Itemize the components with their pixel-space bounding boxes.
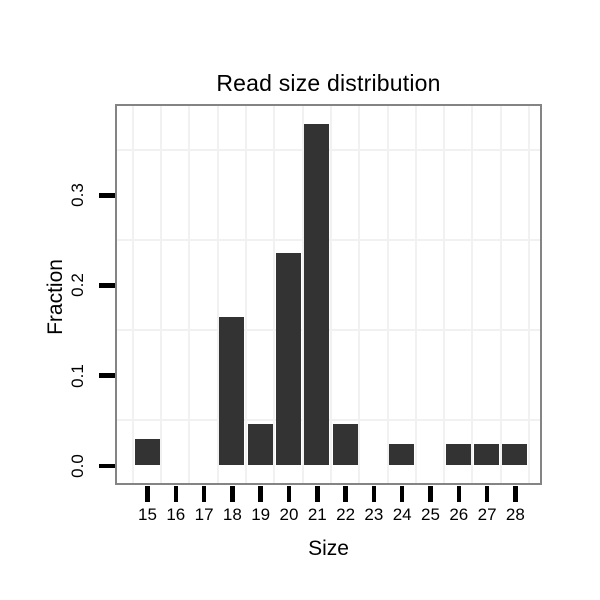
y-tick-label: 0.3: [68, 183, 87, 208]
x-tick-label: 24: [392, 505, 412, 524]
x-tick-label: 15: [138, 505, 157, 524]
y-axis-tick: [98, 193, 115, 198]
y-tick-label: 0.2: [68, 273, 87, 298]
vertical-gridline: [329, 105, 332, 483]
x-axis-tick: [315, 485, 320, 502]
x-tick-label: 21: [307, 505, 327, 524]
vertical-gridline: [528, 105, 531, 483]
vertical-gridline: [443, 105, 446, 483]
vertical-gridline: [131, 105, 134, 483]
vertical-gridline: [471, 105, 474, 483]
x-tick-label: 27: [477, 505, 497, 524]
bar-size-21: [304, 124, 330, 466]
x-axis-tick: [258, 485, 263, 502]
x-axis-tick: [145, 485, 150, 502]
x-tick-label: 22: [336, 505, 356, 524]
y-axis-tick: [98, 373, 115, 378]
vertical-gridline: [160, 105, 163, 483]
vertical-gridline: [414, 105, 417, 483]
y-tick-label: 0.1: [68, 363, 87, 388]
bar-size-18: [219, 316, 245, 466]
x-axis-tick: [513, 485, 518, 502]
bar-size-20: [276, 252, 301, 466]
vertical-gridline: [358, 105, 361, 483]
x-axis-tick: [230, 485, 235, 502]
x-axis-tick: [484, 485, 490, 502]
vertical-gridline: [245, 105, 248, 483]
bar-size-28: [502, 443, 528, 466]
plot-panel: [114, 103, 542, 485]
x-axis-label: Size: [308, 537, 349, 560]
vertical-gridline: [216, 105, 219, 483]
vertical-gridline: [386, 105, 389, 483]
y-axis-tick: [98, 463, 115, 469]
x-axis-tick: [399, 485, 405, 502]
x-tick-label: 16: [166, 505, 186, 524]
x-tick-label: 18: [222, 505, 242, 524]
y-axis-label: Fraction: [44, 259, 67, 335]
x-axis-tick: [343, 485, 348, 502]
x-axis-tick: [286, 485, 292, 502]
x-axis-tick: [456, 485, 462, 502]
x-tick-label: 28: [505, 505, 525, 524]
vertical-gridline: [188, 105, 191, 483]
x-tick-label: 17: [194, 505, 214, 524]
vertical-gridline: [301, 105, 304, 483]
vertical-gridline: [273, 105, 276, 483]
x-tick-label: 25: [421, 505, 440, 524]
x-axis-tick: [173, 485, 179, 502]
y-tick-label: 0.0: [68, 454, 87, 478]
x-tick-label: 19: [251, 505, 271, 524]
x-axis-tick: [428, 485, 433, 502]
bar-size-24: [389, 443, 415, 466]
x-tick-label: 23: [364, 505, 384, 524]
bar-size-26: [445, 443, 471, 466]
x-axis-tick: [201, 485, 207, 502]
x-tick-label: 20: [279, 505, 299, 524]
bar-size-22: [332, 423, 358, 466]
bar-size-19: [247, 423, 273, 466]
x-tick-label: 26: [449, 505, 469, 524]
vertical-gridline: [499, 105, 502, 483]
bar-size-27: [474, 443, 500, 466]
chart-title: Read size distribution: [216, 70, 441, 96]
bar-size-15: [134, 439, 160, 466]
x-axis-tick: [371, 485, 377, 502]
y-axis-tick: [98, 283, 115, 288]
